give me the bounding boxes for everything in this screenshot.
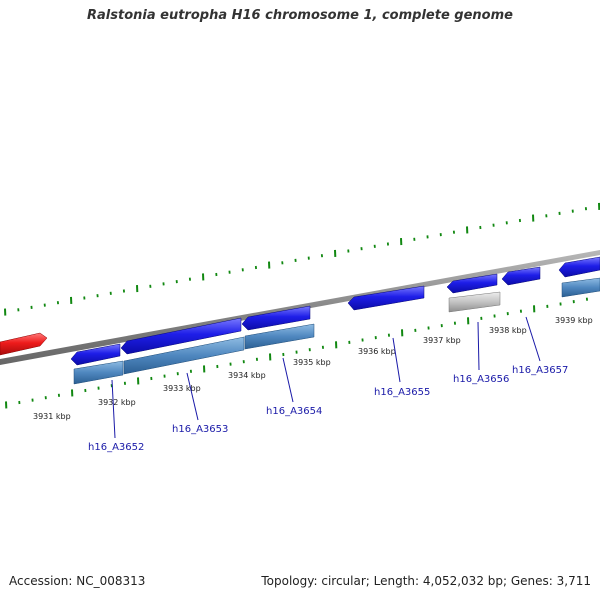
gene-arrow-h16_A3653[interactable] xyxy=(120,317,242,355)
gene-leader-line xyxy=(111,379,116,439)
gene-arrow-h16_A3657[interactable] xyxy=(501,266,541,286)
cds-bar-h16_A3653[interactable] xyxy=(123,336,245,375)
kbp-tick-labels: 3931 kbp 3932 kbp 3933 kbp 3934 kbp 3935… xyxy=(33,316,593,421)
genome-info-label: Topology: circular; Length: 4,052,032 bp… xyxy=(261,574,591,588)
cds-bar-h16_A3652[interactable] xyxy=(73,360,124,385)
gene-label-h16_A3657[interactable]: h16_A3657 xyxy=(512,365,568,376)
tick-label: 3933 kbp xyxy=(163,384,201,393)
gene-label-h16_A3656[interactable]: h16_A3656 xyxy=(453,374,509,385)
gene-arrow-h16_A3652[interactable] xyxy=(70,343,121,366)
cds-bar-partial[interactable] xyxy=(561,277,600,298)
gene-label-h16_A3654[interactable]: h16_A3654 xyxy=(266,406,322,417)
gene-leader-line xyxy=(525,316,541,362)
chromosome-backbone xyxy=(0,250,600,365)
tick-label: 3931 kbp xyxy=(33,412,71,421)
gene-arrow-reverse-1[interactable] xyxy=(0,332,48,356)
gene-leader-line xyxy=(477,321,480,371)
tick-label: 3932 kbp xyxy=(98,398,136,407)
page-title: Ralstonia eutropha H16 chromosome 1, com… xyxy=(87,8,513,23)
tick-label: 3937 kbp xyxy=(423,336,461,345)
accession-label: Accession: NC_008313 xyxy=(9,574,146,588)
pseudo-bar-h16_A3656[interactable] xyxy=(448,291,501,313)
gene-arrow-h16_A3654[interactable] xyxy=(241,305,311,331)
cds-bar-h16_A3654[interactable] xyxy=(244,323,315,350)
gene-arrow-partial[interactable] xyxy=(558,256,600,278)
tick-label: 3935 kbp xyxy=(293,358,331,367)
tick-label: 3939 kbp xyxy=(555,316,593,325)
gene-arrow-h16_A3655[interactable] xyxy=(347,285,425,311)
gene-label-h16_A3655[interactable]: h16_A3655 xyxy=(374,387,430,398)
outer-ruler xyxy=(4,202,600,316)
tick-label: 3934 kbp xyxy=(228,371,266,380)
gene-label-h16_A3652[interactable]: h16_A3652 xyxy=(88,442,144,453)
gene-label-h16_A3653[interactable]: h16_A3653 xyxy=(172,424,228,435)
gene-leader-line xyxy=(186,372,199,421)
gene-leader-line xyxy=(392,337,401,383)
gene-arrow-h16_A3656[interactable] xyxy=(446,273,498,294)
tick-label: 3936 kbp xyxy=(358,347,396,356)
inner-ruler xyxy=(5,297,588,409)
gene-leader-line xyxy=(282,357,294,403)
tick-label: 3938 kbp xyxy=(489,326,527,335)
